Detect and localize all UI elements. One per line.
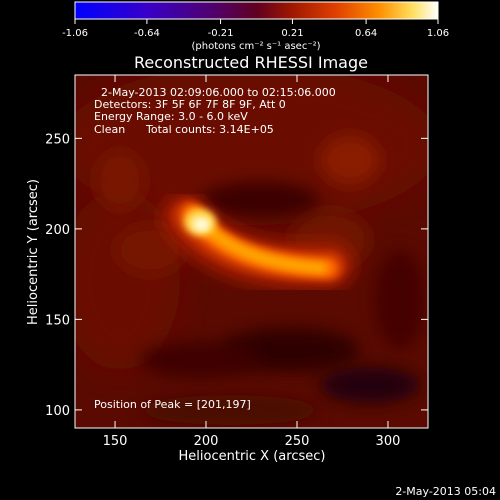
clean-label: Clean xyxy=(94,123,125,136)
y-tick-label: 250 xyxy=(45,132,70,147)
x-tick-label: 300 xyxy=(376,434,401,449)
footer-date: 2-May-2013 05:04 xyxy=(395,485,496,498)
x-tick-label: 250 xyxy=(285,434,310,449)
chart-title: Reconstructed RHESSI Image xyxy=(134,53,368,72)
colorbar-tick-label: 1.06 xyxy=(427,28,449,39)
y-tick-label: 100 xyxy=(45,404,70,419)
colorbar-unit-label: (photons cm⁻² s⁻¹ asec⁻²) xyxy=(191,41,320,52)
detectors-text: Detectors: 3F 5F 6F 7F 8F 9F, Att 0 xyxy=(94,98,286,111)
colorbar-tick-label: -1.06 xyxy=(62,28,88,39)
colorbar xyxy=(74,1,439,20)
energy-range-text: Energy Range: 3.0 - 6.0 keV xyxy=(94,110,248,123)
x-axis-ticks: 150 200 250 300 xyxy=(103,75,401,449)
y-axis-ticks: 100 150 200 250 xyxy=(45,132,428,419)
peak-position-text: Position of Peak = [201,197] xyxy=(94,398,251,411)
y-tick-label: 200 xyxy=(45,223,70,238)
heatmap-image xyxy=(75,75,428,428)
plot-frame xyxy=(74,74,429,429)
y-axis-title: Heliocentric Y (arcsec) xyxy=(26,179,41,325)
x-axis-title: Heliocentric X (arcsec) xyxy=(179,449,326,464)
y-tick-label: 150 xyxy=(45,313,70,328)
colorbar-tick-label: 0.21 xyxy=(281,28,303,39)
colorbar-ticks: -1.06 -0.64 -0.21 0.21 0.64 1.06 xyxy=(62,19,449,39)
colorbar-tick-label: 0.64 xyxy=(355,28,377,39)
colorbar-tick-label: -0.21 xyxy=(208,28,234,39)
total-counts-text: Total counts: 3.14E+05 xyxy=(145,123,274,136)
time-range-text: 2-May-2013 02:09:06.000 to 02:15:06.000 xyxy=(101,86,336,99)
x-tick-label: 200 xyxy=(194,434,219,449)
x-tick-label: 150 xyxy=(103,434,128,449)
colorbar-tick-label: -0.64 xyxy=(134,28,160,39)
